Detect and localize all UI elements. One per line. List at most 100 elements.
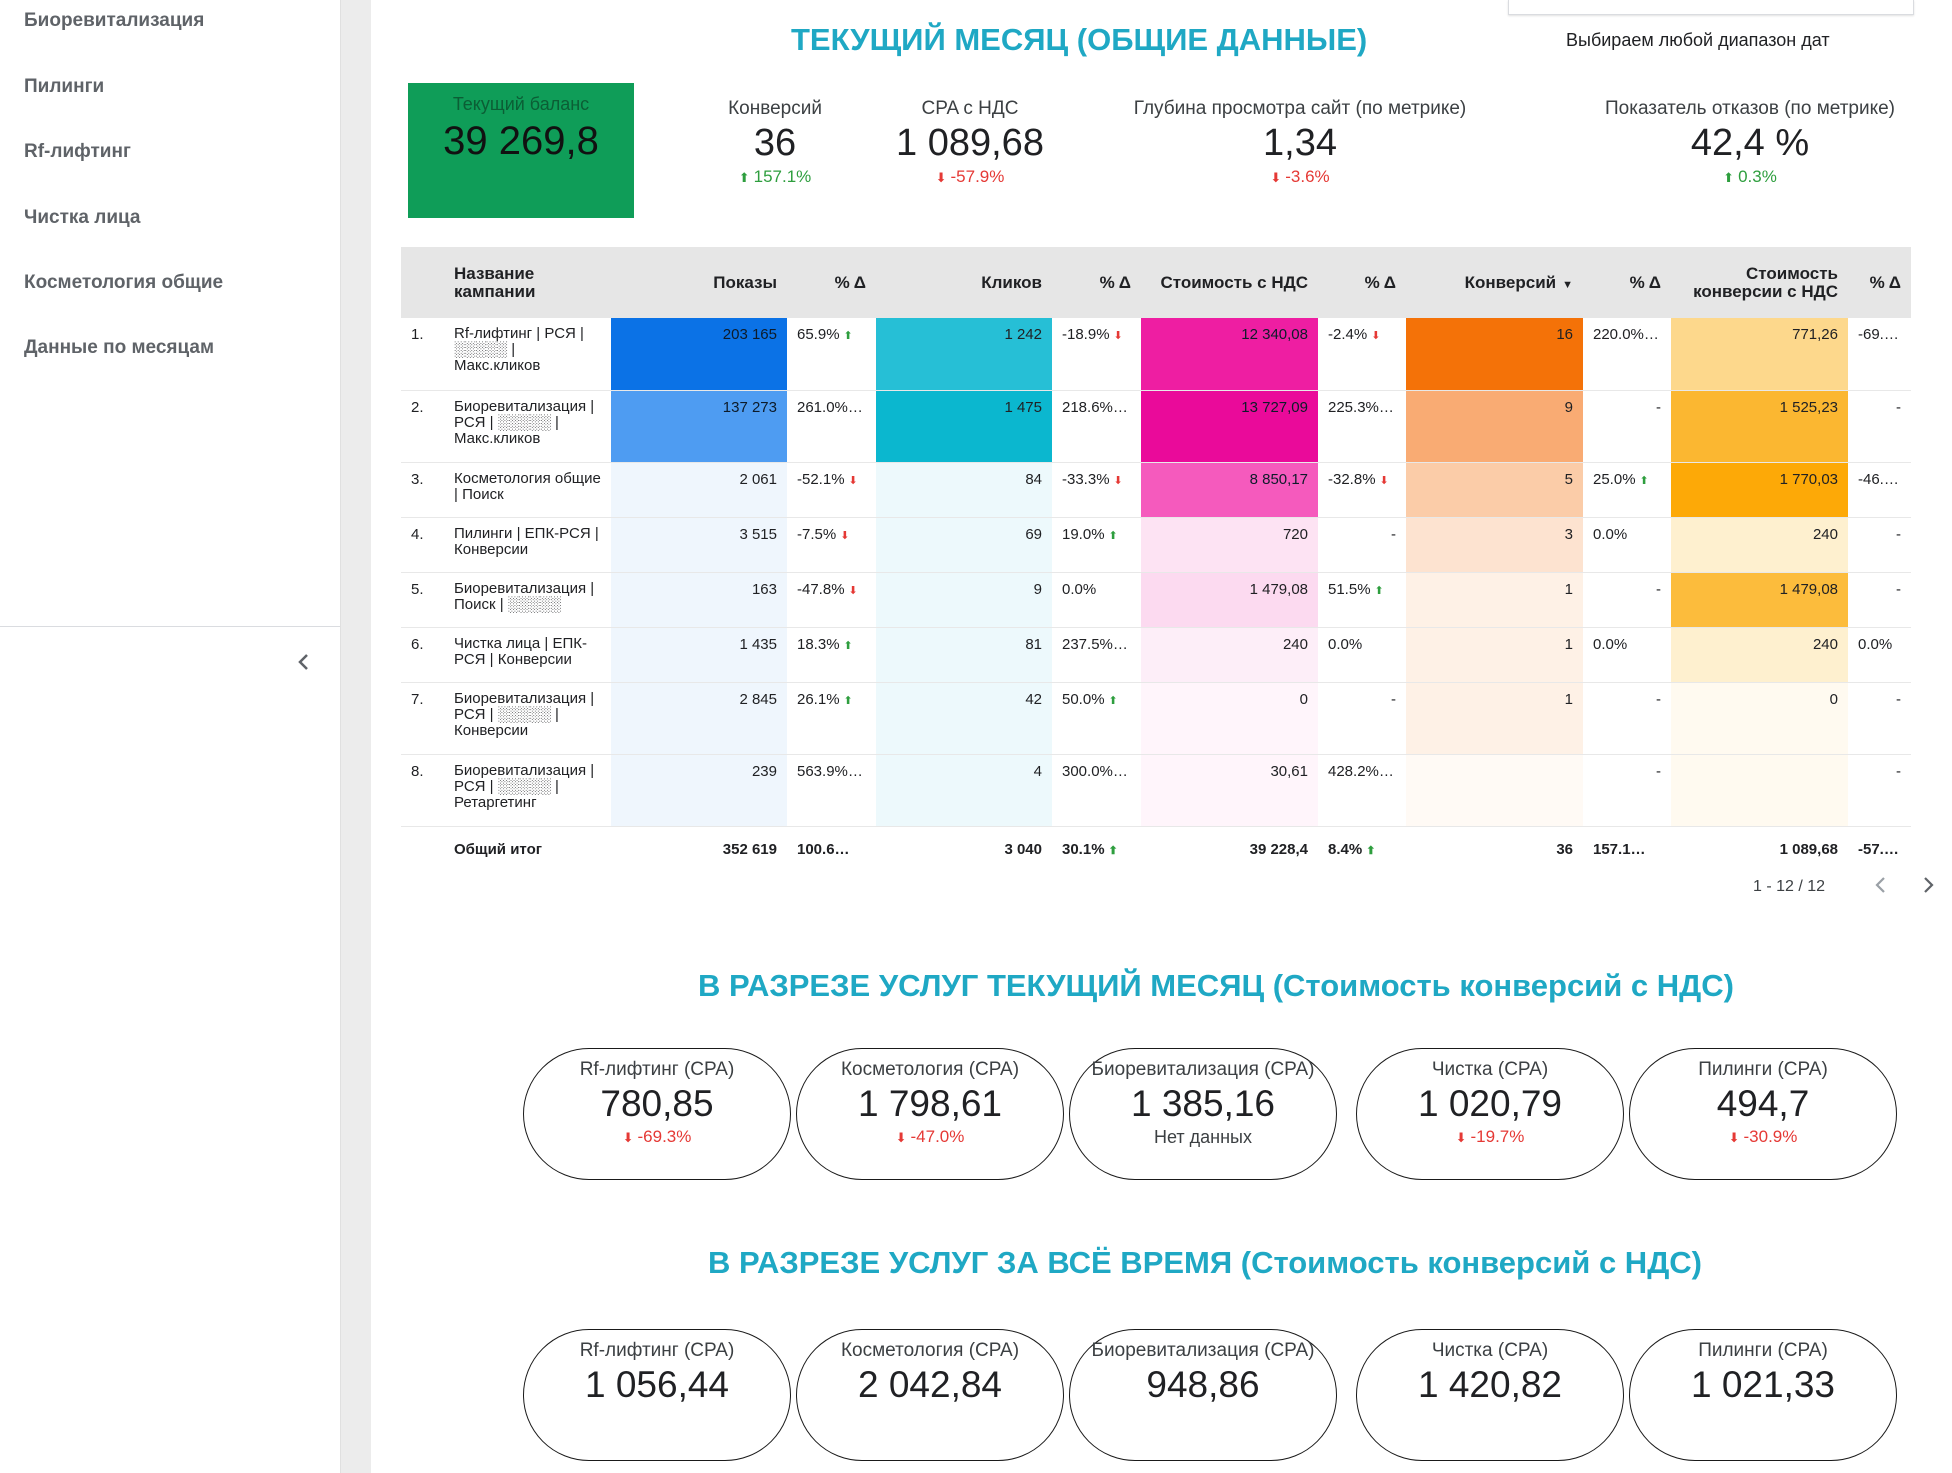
cell-shows: 2 845 [611, 682, 787, 755]
campaign-name[interactable]: Чистка лица | ЕПК-РСЯ | Конверсии [444, 627, 611, 683]
cell-cost: 720 [1141, 517, 1318, 573]
cell-delta-cpa: - [1848, 517, 1911, 573]
cell-cost: 0 [1141, 682, 1318, 755]
card-label: Биоревитализация (CPA) [1091, 1059, 1315, 1080]
cell-cpa: 240 [1671, 517, 1848, 573]
next-page-button[interactable] [1918, 874, 1938, 902]
card-value: 1 420,82 [1417, 1364, 1563, 1405]
arrow-down-icon: ⬇ [848, 474, 858, 487]
cell-delta-conversions: - [1583, 682, 1671, 755]
arrow-up-icon: ⬆ [1108, 529, 1118, 542]
arrow-down-icon: ⬇ [935, 170, 947, 185]
table-row[interactable]: 7. Биоревитализация | РСЯ | ░░░░░ | Конве… [401, 682, 1911, 755]
collapse-sidebar-button[interactable] [292, 650, 316, 674]
row-index: 7. [401, 682, 444, 755]
cell-shows: 3 515 [611, 517, 787, 573]
cell-delta-shows: 261.0%… [787, 390, 876, 463]
cell-conversions [1406, 754, 1583, 827]
arrow-down-icon: ⬇ [848, 584, 858, 597]
col-header-delta[interactable]: % Δ [1052, 247, 1141, 318]
sidebar: Биоревитализация Пилинги Rf-лифтинг Чист… [0, 0, 341, 1473]
sidebar-item-rf-lifting[interactable]: Rf-лифтинг [24, 141, 131, 162]
card-no-data: Нет данных [1154, 1127, 1252, 1147]
campaign-name[interactable]: Биоревитализация | РСЯ | ░░░░░ | Конверс… [444, 682, 611, 755]
sidebar-item-monthly-data[interactable]: Данные по месяцам [24, 337, 215, 358]
cell-delta-cpa: - [1848, 390, 1911, 463]
sidebar-gutter [341, 0, 371, 1473]
col-header-delta[interactable]: % Δ [1583, 247, 1671, 318]
card-label: Пилинги (CPA) [1698, 1340, 1828, 1361]
kpi-change: ⬆ 157.1% [738, 167, 812, 186]
cell-shows: 2 061 [611, 462, 787, 518]
arrow-up-icon: ⬆ [843, 639, 853, 652]
kpi-label: CPA с НДС [921, 98, 1019, 119]
arrow-down-icon: ⬇ [1455, 1130, 1467, 1145]
arrow-up-icon: ⬆ [1723, 170, 1735, 185]
table-row[interactable]: 4. Пилинги | ЕПК-РСЯ | Конверсии 3 515 -7.5… [401, 517, 1911, 573]
row-index [401, 826, 444, 887]
card-label: Биоревитализация (CPA) [1091, 1340, 1315, 1361]
cell-delta-conversions: 0.0% [1583, 517, 1671, 573]
date-range-picker[interactable] [1508, 0, 1914, 15]
table-row[interactable]: 3. Косметология общие | Поиск 2 061 -52.1% ⬇… [401, 462, 1911, 518]
col-header-conversions[interactable]: Конверсий ▼ [1406, 247, 1583, 318]
col-header-delta[interactable]: % Δ [787, 247, 876, 318]
cell-delta-conversions: - [1583, 390, 1671, 463]
cell-delta-conversions: - [1583, 754, 1671, 827]
prev-page-button[interactable] [1871, 874, 1891, 902]
cell-conversions: 3 [1406, 517, 1583, 573]
campaign-name[interactable]: Пилинги | ЕПК-РСЯ | Конверсии [444, 517, 611, 573]
cell-delta-shows: 18.3% ⬆ [787, 627, 876, 683]
cell-delta-clicks: 218.6%… [1052, 390, 1141, 463]
total-delta-conversions: 157.1… [1593, 840, 1646, 858]
total-delta-shows: 100.6… [797, 840, 850, 858]
cell-clicks: 1 242 [876, 318, 1052, 391]
sort-desc-icon: ▼ [1562, 278, 1573, 291]
sidebar-item-cosmetology[interactable]: Косметология общие [24, 272, 224, 293]
kpi-change: ⬇ -3.6% [1270, 167, 1330, 186]
arrow-down-icon: ⬇ [1371, 330, 1381, 342]
table-row[interactable]: 6. Чистка лица | ЕПК-РСЯ | Конверсии 1 435… [401, 627, 1911, 683]
col-header-index [401, 247, 444, 318]
campaign-table: Название кампании Показы % Δ Кликов % Δ … [401, 247, 1911, 887]
campaign-name[interactable]: Биоревитализация | РСЯ | ░░░░░ | Макс.кл… [444, 390, 611, 463]
arrow-down-icon: ⬇ [1270, 170, 1282, 185]
date-range-label: Выбираем любой диапазон дат [1566, 30, 1830, 50]
campaign-name[interactable]: Rf-лифтинг | РСЯ | ░░░░░ | Макс.кликов [444, 318, 611, 391]
col-header-delta[interactable]: % Δ [1848, 247, 1911, 318]
cell-delta-conversions: 25.0% ⬆ [1583, 462, 1671, 518]
col-header-shows[interactable]: Показы [611, 247, 787, 318]
table-row[interactable]: 8. Биоревитализация | РСЯ | ░░░░░ | Ретар… [401, 754, 1911, 827]
kpi-value: 1,34 [1263, 122, 1337, 164]
table-row[interactable]: 2. Биоревитализация | РСЯ | ░░░░░ | Макс.… [401, 390, 1911, 463]
card-change: ⬇ -69.3% [622, 1127, 692, 1146]
campaign-name[interactable]: Биоревитализация | РСЯ | ░░░░░ | Ретарге… [444, 754, 611, 827]
cell-conversions: 16 [1406, 318, 1583, 391]
kpi-conversions: Конверсий 36 ⬆ 157.1% [695, 98, 855, 187]
total-delta-clicks: 30.1% ⬆ [1062, 840, 1118, 858]
cell-clicks: 81 [876, 627, 1052, 683]
cell-cost: 13 727,09 [1141, 390, 1318, 463]
col-header-campaign[interactable]: Название кампании [444, 247, 611, 318]
table-row[interactable]: 5. Биоревитализация | Поиск | ░░░░░ 163 -47… [401, 572, 1911, 628]
campaign-name[interactable]: Косметология общие | Поиск [444, 462, 611, 518]
col-header-clicks[interactable]: Кликов [876, 247, 1052, 318]
col-header-cpa[interactable]: Стоимость конверсии с НДС [1671, 247, 1848, 318]
sidebar-item-face-cleaning[interactable]: Чистка лица [24, 207, 141, 228]
campaign-name[interactable]: Биоревитализация | Поиск | ░░░░░ [444, 572, 611, 628]
kpi-bounce-rate: Показатель отказов (по метрике) 42,4 % ⬆… [1570, 98, 1930, 187]
table-row[interactable]: 1. Rf-лифтинг | РСЯ | ░░░░░ | Макс.кликов… [401, 318, 1911, 391]
sidebar-item-biorevitalization[interactable]: Биоревитализация [24, 10, 205, 31]
col-header-delta[interactable]: % Δ [1318, 247, 1406, 318]
col-header-cost[interactable]: Стоимость с НДС [1141, 247, 1318, 318]
cell-clicks: 4 [876, 754, 1052, 827]
row-index: 6. [401, 627, 444, 683]
arrow-down-icon: ⬇ [1910, 330, 1911, 342]
total-delta-cost: 8.4% ⬆ [1328, 840, 1376, 858]
sidebar-divider [0, 626, 340, 627]
balance-card: Текущий баланс 39 269,8 [408, 83, 634, 218]
arrow-up-icon: ⬆ [1108, 694, 1118, 707]
cell-delta-shows: -47.8% ⬇ [787, 572, 876, 628]
sidebar-item-peelings[interactable]: Пилинги [24, 76, 105, 97]
service-cpa-card: Пилинги (CPA) 494,7 ⬇ -30.9% [1629, 1048, 1897, 1180]
